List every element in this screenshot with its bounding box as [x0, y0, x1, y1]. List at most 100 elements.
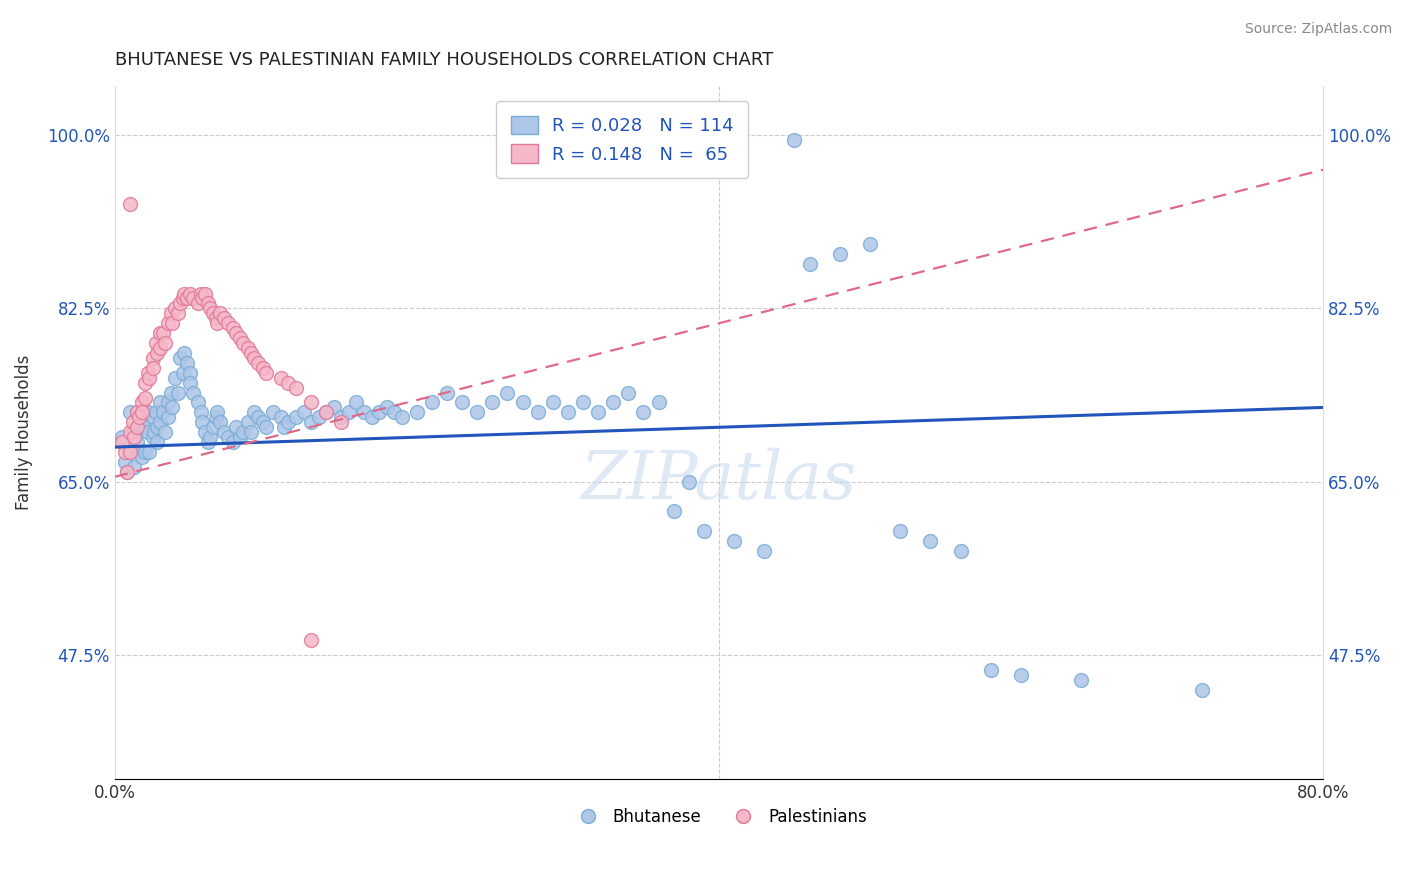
Point — [159, 306, 181, 320]
Point — [617, 385, 640, 400]
Point — [173, 346, 195, 360]
Point — [167, 306, 190, 320]
Point — [114, 455, 136, 469]
Point — [221, 435, 243, 450]
Point — [633, 405, 655, 419]
Point — [368, 405, 391, 419]
Point — [859, 237, 882, 252]
Point — [602, 395, 624, 409]
Point — [292, 405, 315, 419]
Point — [277, 376, 299, 390]
Point — [169, 296, 191, 310]
Point — [209, 306, 232, 320]
Point — [118, 445, 141, 459]
Point — [173, 286, 195, 301]
Point — [138, 445, 160, 459]
Point — [134, 376, 156, 390]
Point — [146, 435, 169, 450]
Point — [127, 420, 149, 434]
Point — [191, 292, 214, 306]
Point — [194, 425, 217, 440]
Point — [159, 385, 181, 400]
Point — [285, 381, 308, 395]
Point — [141, 351, 163, 365]
Point — [330, 410, 353, 425]
Point — [586, 405, 609, 419]
Point — [156, 410, 179, 425]
Point — [201, 420, 224, 434]
Text: Source: ZipAtlas.com: Source: ZipAtlas.com — [1244, 22, 1392, 37]
Point — [165, 370, 187, 384]
Point — [111, 435, 134, 450]
Point — [346, 395, 368, 409]
Point — [920, 534, 942, 549]
Point — [783, 133, 806, 147]
Point — [229, 331, 252, 345]
Point — [242, 405, 264, 419]
Point — [124, 430, 146, 444]
Point — [262, 405, 284, 419]
Point — [225, 326, 247, 340]
Point — [172, 366, 194, 380]
Point — [420, 395, 443, 409]
Point — [179, 366, 201, 380]
Point — [131, 450, 153, 464]
Point — [176, 356, 198, 370]
Point — [197, 435, 219, 450]
Point — [179, 376, 201, 390]
Point — [330, 415, 353, 429]
Point — [115, 465, 138, 479]
Point — [205, 410, 228, 425]
Point — [239, 346, 262, 360]
Point — [1010, 668, 1032, 682]
Point — [169, 351, 191, 365]
Point — [754, 544, 776, 558]
Point — [187, 296, 209, 310]
Point — [252, 360, 274, 375]
Point — [212, 311, 235, 326]
Point — [242, 351, 264, 365]
Point — [197, 296, 219, 310]
Point — [889, 524, 911, 539]
Point — [270, 410, 292, 425]
Point — [134, 445, 156, 459]
Point — [308, 410, 330, 425]
Point — [557, 405, 579, 419]
Point — [146, 346, 169, 360]
Point — [254, 420, 277, 434]
Point — [678, 475, 700, 489]
Point — [451, 395, 474, 409]
Point — [149, 415, 172, 429]
Point — [980, 663, 1002, 677]
Point — [299, 415, 322, 429]
Point — [693, 524, 716, 539]
Point — [207, 405, 229, 419]
Point — [141, 360, 163, 375]
Point — [194, 286, 217, 301]
Point — [512, 395, 534, 409]
Point — [277, 415, 299, 429]
Point — [122, 425, 145, 440]
Point — [647, 395, 669, 409]
Legend: Bhutanese, Palestinians: Bhutanese, Palestinians — [564, 802, 873, 833]
Point — [375, 401, 398, 415]
Point — [131, 415, 153, 429]
Point — [353, 405, 375, 419]
Point — [662, 504, 685, 518]
Point — [127, 405, 149, 419]
Point — [382, 405, 405, 419]
Point — [299, 633, 322, 648]
Point — [315, 405, 337, 419]
Point — [252, 415, 274, 429]
Point — [465, 405, 488, 419]
Point — [572, 395, 595, 409]
Point — [405, 405, 427, 419]
Point — [152, 405, 174, 419]
Point — [136, 425, 159, 440]
Point — [190, 286, 212, 301]
Point — [391, 410, 413, 425]
Point — [191, 415, 214, 429]
Point — [172, 292, 194, 306]
Point — [187, 395, 209, 409]
Point — [118, 425, 141, 440]
